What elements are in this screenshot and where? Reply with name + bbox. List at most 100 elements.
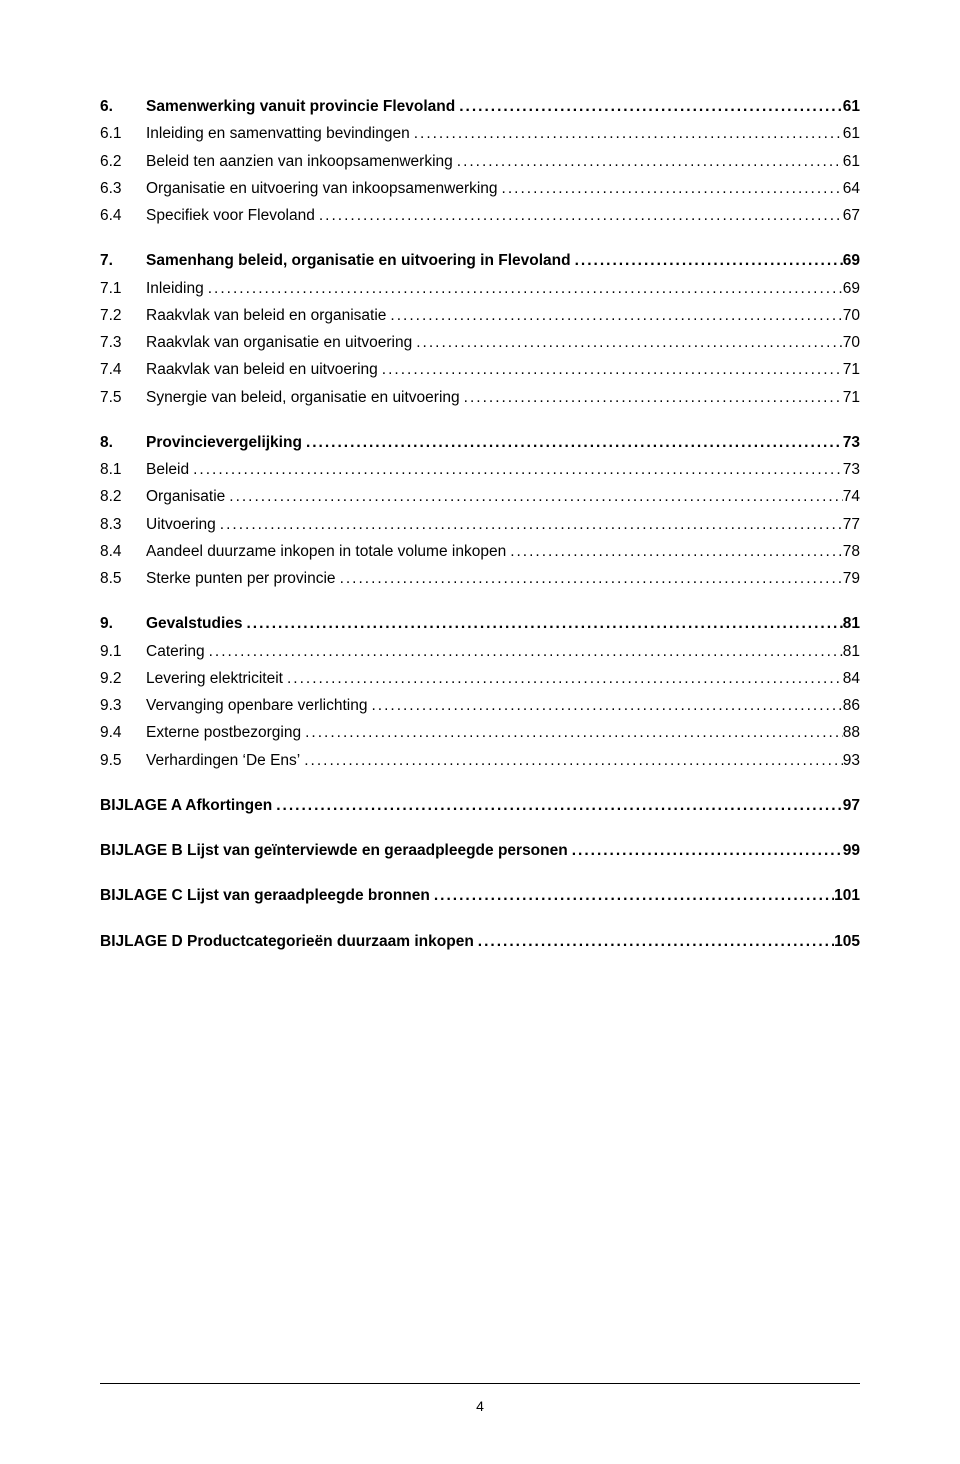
- toc-entry-number: 6.4: [100, 204, 146, 227]
- toc-dot-leader: [225, 485, 842, 508]
- toc-entry-number: 7.2: [100, 304, 146, 327]
- toc-row: 8.Provincievergelijking 73: [100, 431, 860, 454]
- toc-entry-page: 71: [843, 358, 860, 381]
- toc-dot-leader: [301, 721, 843, 744]
- toc-entry-number: 8.4: [100, 540, 146, 563]
- toc-row: BIJLAGE A Afkortingen 97: [100, 794, 860, 817]
- toc-entry-title: Raakvlak van beleid en uitvoering: [146, 358, 378, 381]
- toc-row: 7.2Raakvlak van beleid en organisatie70: [100, 304, 860, 327]
- toc-dot-leader: [506, 540, 843, 563]
- toc-entry-number: 9.3: [100, 694, 146, 717]
- toc-dot-leader: [216, 513, 843, 536]
- toc-entry-title: Catering: [146, 640, 205, 663]
- toc-entry-number: 8.2: [100, 485, 146, 508]
- toc-entry-page: 86: [843, 694, 860, 717]
- toc-entry-number: 9.5: [100, 749, 146, 772]
- toc-row: 9.3Vervanging openbare verlichting 86: [100, 694, 860, 717]
- toc-dot-leader: [455, 95, 843, 118]
- toc-dot-leader: [283, 667, 843, 690]
- toc-entry-number: 9.4: [100, 721, 146, 744]
- toc-entry-page: 69: [843, 249, 860, 272]
- toc-entry-page: 77: [843, 513, 860, 536]
- toc-row: 6.4Specifiek voor Flevoland67: [100, 204, 860, 227]
- toc-dot-leader: [430, 884, 834, 907]
- toc-row: BIJLAGE C Lijst van geraadpleegde bronne…: [100, 884, 860, 907]
- toc-entry-page: 79: [843, 567, 860, 590]
- toc-entry-title: BIJLAGE A Afkortingen: [100, 794, 272, 817]
- toc-entry-title: Gevalstudies: [146, 612, 243, 635]
- toc-dot-leader: [302, 431, 843, 454]
- toc-entry-title: Beleid ten aanzien van inkoopsamenwerkin…: [146, 150, 453, 173]
- toc-dot-leader: [568, 839, 843, 862]
- toc-entry-title: Raakvlak van organisatie en uitvoering: [146, 331, 412, 354]
- toc-row: 6.3Organisatie en uitvoering van inkoops…: [100, 177, 860, 200]
- toc-entry-page: 73: [843, 458, 860, 481]
- toc-entry-number: 7.5: [100, 386, 146, 409]
- toc-dot-leader: [378, 358, 843, 381]
- toc-section-gap: [100, 231, 860, 249]
- toc-row: 9.5Verhardingen ‘De Ens’ 93: [100, 749, 860, 772]
- toc-entry-title: Organisatie: [146, 485, 225, 508]
- toc-entry-title: Aandeel duurzame inkopen in totale volum…: [146, 540, 506, 563]
- toc-section-gap: [100, 821, 860, 839]
- toc-dot-leader: [571, 249, 843, 272]
- toc-entry-page: 73: [843, 431, 860, 454]
- toc-dot-leader: [205, 640, 843, 663]
- toc-entry-number: 9.: [100, 612, 146, 635]
- toc-row: 8.3Uitvoering77: [100, 513, 860, 536]
- toc-row: 6.2Beleid ten aanzien van inkoopsamenwer…: [100, 150, 860, 173]
- toc-entry-number: 8.: [100, 431, 146, 454]
- toc-entry-page: 69: [843, 277, 860, 300]
- toc-entry-page: 81: [843, 640, 860, 663]
- toc-section-gap: [100, 594, 860, 612]
- toc-entry-page: 64: [843, 177, 860, 200]
- toc-entry-page: 93: [843, 749, 860, 772]
- toc-entry-title: Vervanging openbare verlichting: [146, 694, 367, 717]
- toc-dot-leader: [453, 150, 843, 173]
- toc-dot-leader: [474, 930, 834, 953]
- toc-row: 7.5Synergie van beleid, organisatie en u…: [100, 386, 860, 409]
- toc-entry-title: Samenwerking vanuit provincie Flevoland: [146, 95, 455, 118]
- toc-dot-leader: [272, 794, 843, 817]
- toc-row: 7.4Raakvlak van beleid en uitvoering71: [100, 358, 860, 381]
- toc-row: BIJLAGE B Lijst van geïnterviewde en ger…: [100, 839, 860, 862]
- page-number: 4: [0, 1398, 960, 1414]
- toc-section-gap: [100, 912, 860, 930]
- toc-dot-leader: [300, 749, 843, 772]
- toc-row: 6.Samenwerking vanuit provincie Flevolan…: [100, 95, 860, 118]
- toc-entry-title: BIJLAGE B Lijst van geïnterviewde en ger…: [100, 839, 568, 862]
- toc-entry-title: Synergie van beleid, organisatie en uitv…: [146, 386, 460, 409]
- toc-row: 8.1Beleid73: [100, 458, 860, 481]
- toc-entry-title: Inleiding: [146, 277, 204, 300]
- toc-entry-title: Provincievergelijking: [146, 431, 302, 454]
- toc-dot-leader: [460, 386, 843, 409]
- toc-entry-title: BIJLAGE D Productcategorieën duurzaam in…: [100, 930, 474, 953]
- toc-row: 7.Samenhang beleid, organisatie en uitvo…: [100, 249, 860, 272]
- toc-entry-number: 9.1: [100, 640, 146, 663]
- toc-entry-title: Uitvoering: [146, 513, 216, 536]
- toc-entry-page: 70: [843, 304, 860, 327]
- toc-entry-page: 78: [843, 540, 860, 563]
- toc-entry-title: Verhardingen ‘De Ens’: [146, 749, 300, 772]
- toc-section-gap: [100, 413, 860, 431]
- toc-entry-page: 105: [834, 930, 860, 953]
- toc-dot-leader: [412, 331, 843, 354]
- toc-entry-page: 61: [843, 150, 860, 173]
- toc-dot-leader: [386, 304, 842, 327]
- toc-entry-page: 97: [843, 794, 860, 817]
- toc-entry-number: 6.3: [100, 177, 146, 200]
- toc-entry-page: 71: [843, 386, 860, 409]
- toc-entry-title: Organisatie en uitvoering van inkoopsame…: [146, 177, 498, 200]
- toc-section-gap: [100, 866, 860, 884]
- toc-dot-leader: [204, 277, 843, 300]
- footer-rule: [100, 1383, 860, 1384]
- toc-entry-page: 74: [843, 485, 860, 508]
- toc-dot-leader: [367, 694, 842, 717]
- toc-entry-page: 61: [843, 122, 860, 145]
- toc-entry-page: 99: [843, 839, 860, 862]
- toc-entry-number: 8.1: [100, 458, 146, 481]
- toc-entry-number: 7.3: [100, 331, 146, 354]
- toc-entry-page: 70: [843, 331, 860, 354]
- toc-entry-number: 9.2: [100, 667, 146, 690]
- toc-entry-number: 6.: [100, 95, 146, 118]
